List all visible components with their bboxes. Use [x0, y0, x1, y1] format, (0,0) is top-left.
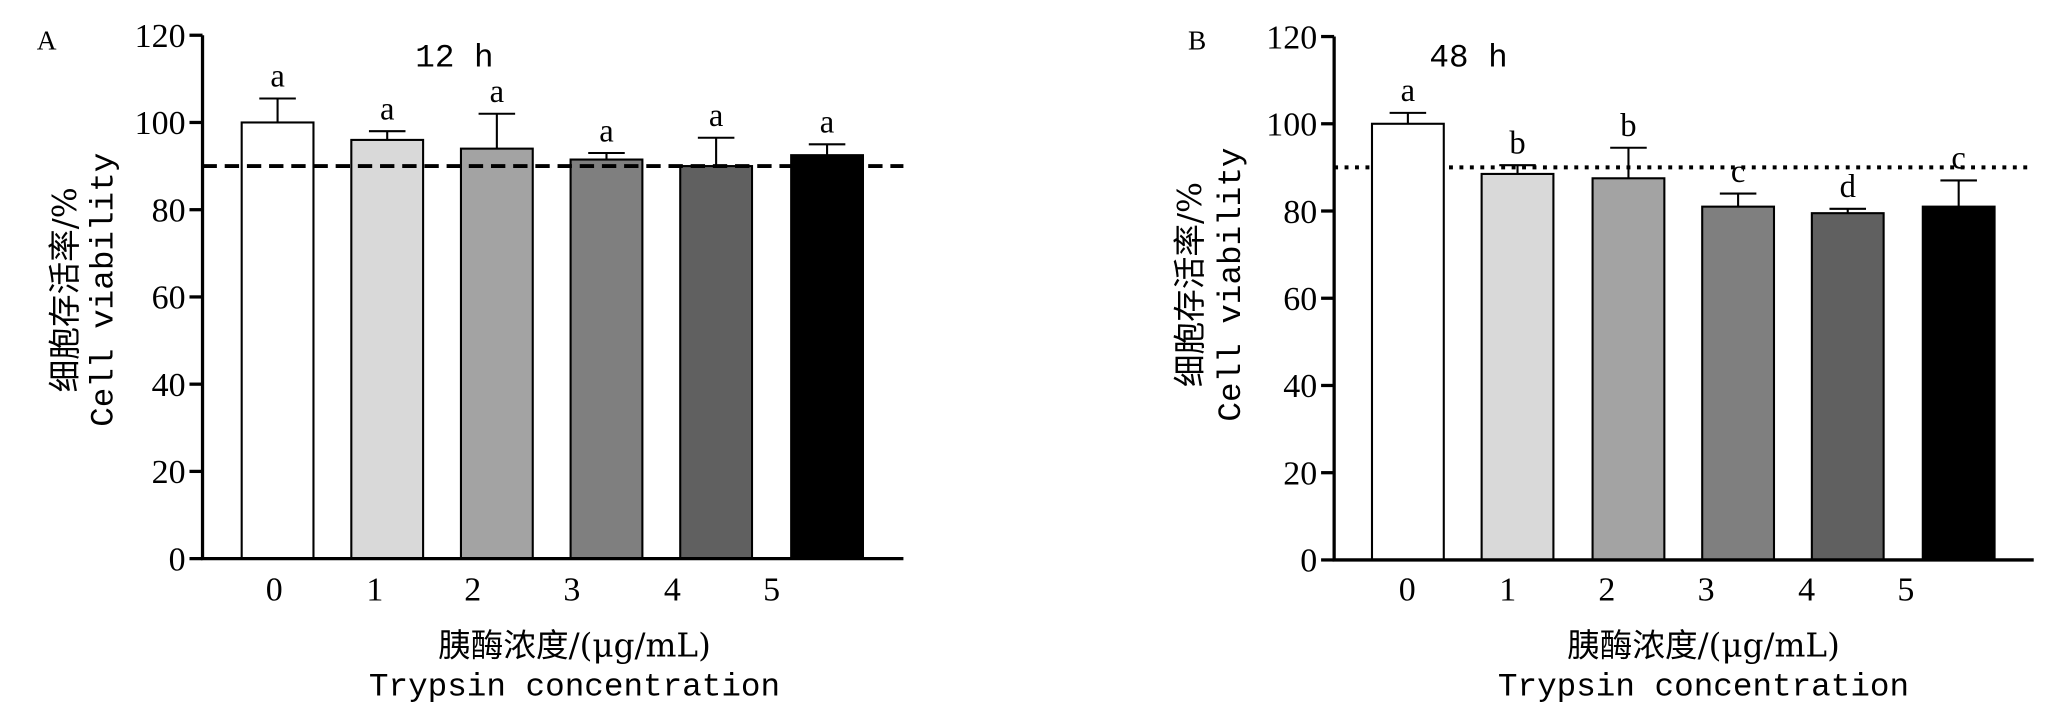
y-axis-label: Cell viability — [1213, 147, 1250, 421]
y-axis-label: Cell viability — [85, 153, 122, 427]
x-tick-label: 3 — [563, 571, 580, 608]
bar — [1810, 212, 1885, 561]
significance-letter: a — [709, 98, 724, 134]
y-tick-label: 0 — [169, 541, 186, 578]
panel-b: B 48 h 细胞存活率/% Cell viability 胰酶浓度/(μg/m… — [1171, 19, 2034, 706]
significance-letter: b — [1620, 108, 1636, 144]
y-tick-label: 40 — [152, 367, 186, 404]
bar — [790, 154, 865, 560]
significance-letter: a — [490, 74, 505, 110]
plot-area: a a a a a a 0 20 40 60 80 100 120 0 1 2 3 4 5 — [135, 18, 904, 608]
significance-letter: d — [1840, 169, 1856, 205]
y-tick-label: 20 — [1283, 455, 1317, 492]
significance-letter: c — [1731, 154, 1745, 190]
bar — [350, 138, 425, 560]
significance-letter: c — [1951, 141, 1965, 177]
y-tick-label: 20 — [152, 454, 186, 491]
y-tick-label: 60 — [152, 280, 186, 317]
y-tick-label: 60 — [1283, 281, 1317, 318]
y-tick-label: 120 — [1266, 19, 1317, 56]
y-tick-label: 100 — [135, 105, 186, 142]
significance-letter: a — [599, 113, 614, 149]
x-tick-label: 3 — [1698, 571, 1715, 608]
y-tick-label: 80 — [152, 192, 186, 229]
y-tick-label: 100 — [1266, 107, 1317, 144]
y-axis-label-cn: 细胞存活率/% — [1171, 182, 1209, 387]
significance-letter: a — [380, 91, 395, 127]
panel-label: A — [37, 26, 57, 56]
bar — [459, 147, 534, 560]
x-tick-label: 0 — [266, 571, 283, 608]
y-tick-label: 80 — [1283, 194, 1317, 231]
x-tick-label: 1 — [1499, 571, 1516, 608]
x-axis-label: Trypsin concentration — [1498, 669, 1909, 706]
y-tick-label: 0 — [1300, 543, 1317, 580]
y-tick-label: 120 — [135, 18, 186, 55]
plot-area: a b b c d c 0 20 40 60 80 100 120 0 1 2 3 4 5 — [1266, 19, 2034, 608]
y-axis-label-cn: 细胞存活率/% — [46, 187, 84, 392]
bar — [1591, 177, 1666, 561]
chart-title: 12 h — [415, 40, 493, 77]
panel-label: B — [1188, 26, 1206, 56]
x-tick-label: 5 — [1897, 571, 1914, 608]
significance-letter: a — [820, 105, 835, 141]
x-tick-label: 2 — [1598, 571, 1615, 608]
chart-title: 48 h — [1429, 40, 1507, 77]
x-tick-label: 2 — [464, 571, 481, 608]
y-tick-label: 40 — [1283, 368, 1317, 405]
bar — [1370, 122, 1445, 561]
x-tick-label: 1 — [366, 571, 383, 608]
panel-a: A 12 h 细胞存活率/% Cell viability 胰酶浓度/(μg/m… — [37, 18, 904, 706]
x-tick-label: 4 — [1798, 571, 1815, 608]
significance-letter: a — [1401, 73, 1416, 109]
x-axis-label-cn: 胰酶浓度/(μg/mL) — [1567, 627, 1840, 665]
bar — [679, 165, 754, 560]
bar — [569, 158, 644, 560]
x-axis-label: Trypsin concentration — [369, 669, 780, 706]
significance-letter: b — [1509, 125, 1525, 161]
x-tick-label: 0 — [1399, 571, 1416, 608]
x-tick-label: 5 — [763, 571, 780, 608]
bar — [1921, 205, 1996, 561]
x-tick-label: 4 — [664, 571, 681, 608]
x-axis-label-cn: 胰酶浓度/(μg/mL) — [438, 627, 711, 665]
bar — [1480, 172, 1555, 561]
bar — [1701, 205, 1776, 561]
significance-letter: a — [270, 59, 285, 95]
bar — [240, 121, 315, 560]
